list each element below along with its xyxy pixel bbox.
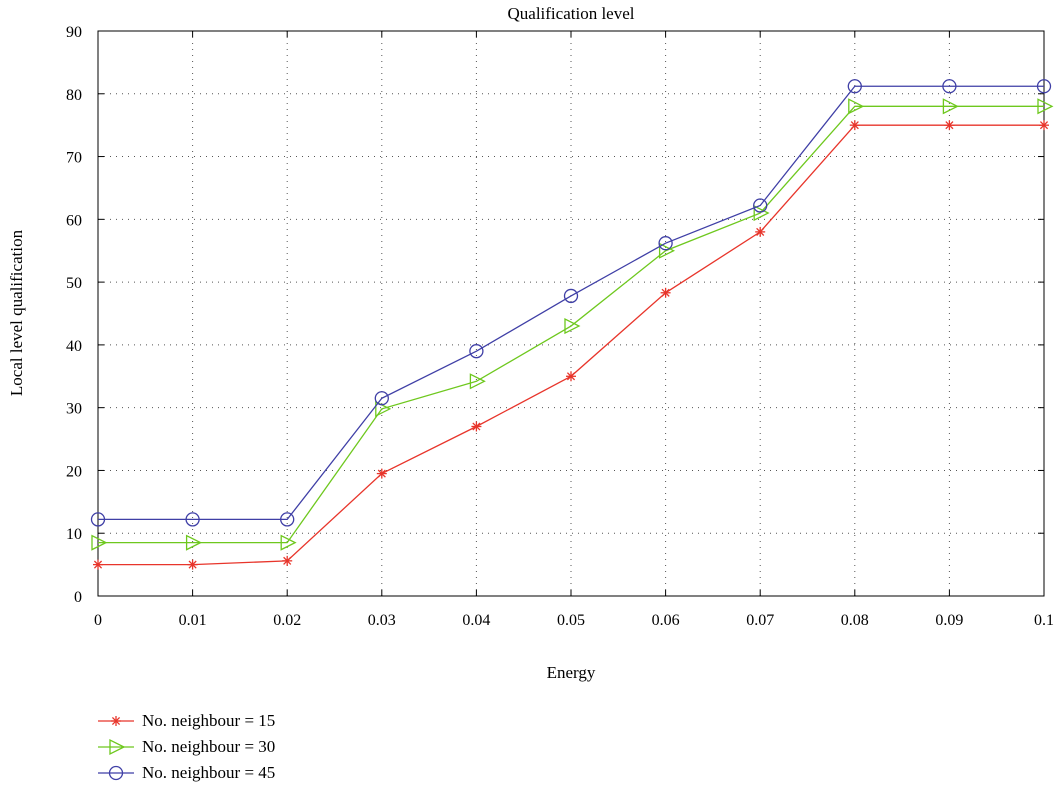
data-point xyxy=(280,534,297,551)
data-point xyxy=(847,79,862,94)
data-point xyxy=(848,98,865,115)
legend-item: No. neighbour = 45 xyxy=(96,760,275,786)
legend-item: No. neighbour = 15 xyxy=(96,708,275,734)
data-point xyxy=(280,512,295,527)
legend-marker xyxy=(108,765,124,781)
x-tick-label: 0.06 xyxy=(652,612,680,629)
legend-label: No. neighbour = 45 xyxy=(142,763,276,782)
data-point xyxy=(187,559,198,570)
x-tick-label: 0.04 xyxy=(462,612,490,629)
series-line xyxy=(98,105,1044,544)
data-point xyxy=(471,421,482,432)
y-tick-label: 40 xyxy=(66,338,82,355)
legend-marker xyxy=(111,716,121,726)
y-tick-label: 30 xyxy=(66,401,82,418)
data-point xyxy=(564,318,581,335)
legend-label: No. neighbour = 30 xyxy=(142,737,276,756)
data-point xyxy=(660,287,671,298)
x-tick-label: 0.02 xyxy=(273,612,301,629)
data-point xyxy=(563,288,579,304)
y-tick-label: 70 xyxy=(66,150,82,167)
series-2 xyxy=(91,98,1054,551)
data-point xyxy=(185,534,203,551)
data-point xyxy=(91,534,108,551)
legend-swatch xyxy=(98,716,134,726)
legend-marker xyxy=(109,738,126,756)
series-3 xyxy=(90,79,1052,527)
data-series xyxy=(90,79,1054,570)
data-point xyxy=(566,371,576,382)
y-axis-title: Local level qualification xyxy=(7,229,26,396)
y-tick-label: 10 xyxy=(66,526,82,543)
data-point xyxy=(185,512,200,527)
y-tick-label: 50 xyxy=(66,275,82,292)
grid-lines xyxy=(98,31,1044,596)
data-point xyxy=(753,205,770,222)
data-point xyxy=(944,120,955,131)
data-point xyxy=(1037,98,1054,115)
data-point xyxy=(90,512,106,527)
chart-title: Qualification level xyxy=(508,4,635,23)
data-point xyxy=(658,236,673,251)
data-point xyxy=(1039,120,1049,131)
data-point xyxy=(282,555,293,566)
data-point xyxy=(942,98,959,115)
x-tick-label: 0.08 xyxy=(841,612,869,629)
legend: No. neighbour = 15 No. neighbour = 30 No. … xyxy=(96,708,275,786)
legend-item: No. neighbour = 30 xyxy=(96,734,275,760)
y-tick-label: 20 xyxy=(66,463,82,480)
x-tick-label: 0.05 xyxy=(557,612,585,629)
axis-ticks: 0 0.01 0.02 0.03 0.04 0.05 0.06 0.07 0.08 0.09 0.1… xyxy=(66,24,1054,629)
x-tick-label: 0 xyxy=(94,612,102,629)
data-point xyxy=(469,373,486,390)
x-tick-label: 0.03 xyxy=(368,612,396,629)
data-point xyxy=(376,468,387,479)
data-point xyxy=(658,242,676,259)
data-point xyxy=(942,79,957,94)
legend-swatch xyxy=(98,765,134,781)
data-point xyxy=(1036,79,1052,94)
data-point xyxy=(849,120,860,131)
y-tick-label: 60 xyxy=(66,212,82,229)
data-point xyxy=(93,559,103,570)
series-1 xyxy=(93,120,1049,570)
x-tick-label: 0.1 xyxy=(1034,612,1054,629)
data-point xyxy=(375,400,392,417)
x-tick-label: 0.01 xyxy=(179,612,207,629)
data-point xyxy=(469,344,484,359)
x-axis-title: Energy xyxy=(547,663,596,682)
x-tick-label: 0.09 xyxy=(935,612,963,629)
data-point xyxy=(374,391,389,406)
data-point xyxy=(755,226,766,237)
y-tick-label: 90 xyxy=(66,24,82,41)
x-tick-label: 0.07 xyxy=(746,612,774,629)
series-line xyxy=(98,85,1044,521)
legend-swatch xyxy=(98,738,134,756)
legend-label: No. neighbour = 15 xyxy=(142,711,276,730)
y-tick-label: 80 xyxy=(66,87,82,104)
y-tick-label: 0 xyxy=(74,589,82,606)
data-point xyxy=(753,198,768,213)
